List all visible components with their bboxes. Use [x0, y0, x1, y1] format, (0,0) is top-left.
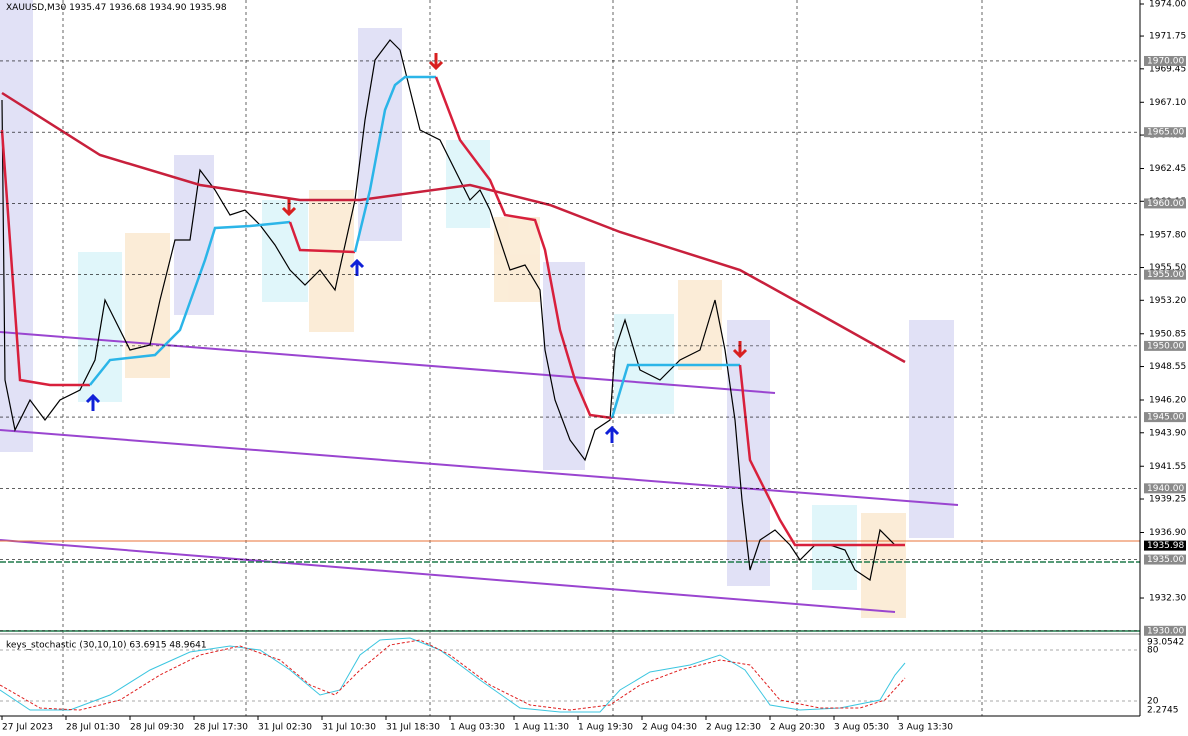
- trend-line: [0, 75, 905, 547]
- price-label: 1969.45: [1149, 64, 1186, 74]
- price-label: 1943.90: [1149, 428, 1186, 438]
- indicator-title: keys_stochastic (30,10,10) 63.6915 48.96…: [6, 641, 207, 651]
- level-box: [1144, 340, 1186, 351]
- price-label: 1948.55: [1149, 362, 1186, 372]
- stochastic-main: [0, 637, 906, 713]
- indicator-label: 93.0542: [1147, 638, 1184, 648]
- level-label: 1930.00: [1147, 626, 1184, 636]
- price-label: 1939.25: [1149, 495, 1186, 505]
- price-label: 1941.55: [1149, 462, 1186, 472]
- level-box: [1144, 483, 1186, 494]
- time-label: 31 Jul 10:30: [322, 723, 376, 733]
- level-label: 1955.00: [1147, 270, 1184, 280]
- indicator-label: 80: [1147, 646, 1159, 656]
- current-price-box: [1144, 540, 1186, 551]
- time-label: 1 Aug 11:30: [514, 723, 569, 733]
- price-label: 1932.30: [1149, 594, 1186, 604]
- level-box: [1144, 412, 1186, 423]
- current-price: 1935.98: [1147, 541, 1184, 551]
- level-box: [1144, 127, 1186, 138]
- level-box: [1144, 625, 1186, 636]
- grid: [62, 0, 983, 716]
- price-label: 1957.80: [1149, 230, 1186, 240]
- signal-arrows: [85, 53, 748, 443]
- level-box: [1144, 269, 1186, 280]
- channel-lines: [0, 331, 959, 613]
- time-label: 2 Aug 12:30: [706, 723, 761, 733]
- chart-header: XAUUSD,M30 1935.47 1936.68 1934.90 1935.…: [6, 3, 227, 13]
- price-label: 1971.75: [1149, 32, 1186, 42]
- time-label: 1 Aug 19:30: [578, 723, 633, 733]
- level-label: 1935.00: [1147, 555, 1184, 565]
- price-line: [1, 39, 905, 581]
- time-label: 28 Jul 09:30: [130, 723, 184, 733]
- price-label: 1974.00: [1149, 0, 1186, 10]
- time-label: 28 Jul 17:30: [194, 723, 248, 733]
- time-label: 27 Jul 2023: [2, 723, 53, 733]
- level-label: 1965.00: [1147, 128, 1184, 138]
- moving-average: [1, 91, 906, 364]
- time-label: 31 Jul 02:30: [258, 723, 312, 733]
- price-label: 1953.20: [1149, 296, 1186, 306]
- stochastic-signal: [0, 639, 906, 711]
- time-label: 2 Aug 20:30: [770, 723, 825, 733]
- level-label: 1950.00: [1147, 341, 1184, 351]
- level-label: 1960.00: [1147, 199, 1184, 209]
- price-label: 1967.10: [1149, 98, 1186, 108]
- level-box: [1144, 55, 1186, 66]
- level-label: 1945.00: [1147, 413, 1184, 423]
- level-label: 1970.00: [1147, 56, 1184, 66]
- indicator-label: 2.2745: [1147, 706, 1179, 716]
- level-box: [1144, 198, 1186, 209]
- level-label: 1940.00: [1147, 484, 1184, 494]
- price-label: 1946.20: [1149, 396, 1186, 406]
- price-label: 1955.50: [1149, 263, 1186, 273]
- price-label: 1962.45: [1149, 164, 1186, 174]
- time-label: 2 Aug 04:30: [642, 723, 697, 733]
- time-label: 3 Aug 05:30: [834, 723, 889, 733]
- time-label: 3 Aug 13:30: [898, 723, 953, 733]
- indicator-label: 20: [1147, 697, 1159, 707]
- price-label: 1950.85: [1149, 329, 1186, 339]
- price-label: 1936.90: [1149, 528, 1186, 538]
- time-label: 28 Jul 01:30: [66, 723, 120, 733]
- time-label: 31 Jul 18:30: [386, 723, 440, 733]
- level-box: [1144, 554, 1186, 565]
- time-label: 1 Aug 03:30: [450, 723, 505, 733]
